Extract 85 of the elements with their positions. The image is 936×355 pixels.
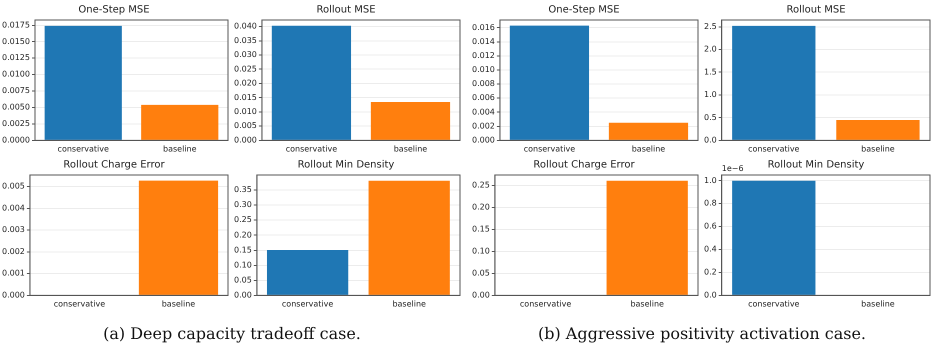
y-tick-label: 2.0	[704, 44, 717, 54]
chart-title: Rollout Charge Error	[533, 160, 636, 171]
x-tick-label: conservative	[524, 144, 576, 154]
y-tick-label: 0.0150	[2, 36, 30, 46]
y-tick-label: 0.10	[234, 260, 252, 270]
y-tick-label: 0.000	[472, 135, 495, 144]
chart-title: One-Step MSE	[78, 4, 150, 16]
y-tick-label: 0.0100	[2, 70, 30, 79]
y-tick-label: 0.0125	[2, 53, 30, 62]
y-tick-label: 0.010	[472, 65, 495, 74]
x-tick-label: baseline	[861, 299, 895, 308]
y-tick-label: 0.20	[472, 202, 490, 212]
chart-title: One-Step MSE	[548, 4, 620, 16]
y-tick-label: 1.5	[704, 67, 717, 76]
y-tick-label: 0.2	[704, 268, 717, 277]
y-tick-label: 0.000	[234, 135, 257, 144]
y-tick-label: 0.001	[2, 268, 25, 278]
y-tick-label: 0.05	[234, 275, 252, 284]
chart-title: Rollout Charge Error	[63, 160, 166, 171]
x-tick-label: baseline	[861, 144, 895, 154]
y-tick-label: 0.30	[234, 200, 252, 210]
y-tick-label: 0.015	[234, 92, 257, 102]
y-tick-label: 0.012	[472, 50, 495, 60]
y-tick-label: 0.00	[234, 290, 252, 300]
y-tick-label: 0.05	[472, 268, 490, 278]
y-tick-label: 0.014	[472, 36, 495, 46]
y-tick-label: 0.016	[472, 22, 495, 32]
y-tick-label: 0.6	[704, 222, 717, 231]
y-tick-label: 0.0025	[2, 119, 30, 128]
x-tick-label: baseline	[632, 144, 666, 154]
y-tick-label: 0.15	[234, 245, 252, 254]
y-tick-label: 0.010	[234, 107, 257, 116]
y-tick-label: 0.25	[234, 215, 252, 224]
y-tick-label: 0.004	[472, 107, 495, 116]
y-tick-label: 0.005	[234, 121, 257, 130]
y-tick-label: 0.0000	[2, 135, 30, 144]
y-tick-label: 0.20	[234, 230, 252, 240]
y-tick-label: 0.006	[472, 93, 495, 102]
y-tick-label: 0.0	[704, 290, 717, 300]
y-tick-label: 0.5	[704, 112, 717, 122]
y-tick-label: 0.020	[234, 78, 257, 88]
y-tick-label: 0.00	[472, 290, 490, 300]
chart-title: Rollout Min Density	[298, 160, 394, 171]
x-tick-label: baseline	[162, 299, 196, 308]
x-tick-label: conservative	[282, 299, 334, 308]
x-tick-label: baseline	[630, 299, 664, 308]
y-tick-label: 2.5	[704, 22, 717, 31]
chart-title: Rollout MSE	[316, 4, 376, 16]
y-tick-label: 0.003	[2, 225, 25, 234]
x-tick-label: conservative	[748, 144, 800, 154]
x-tick-label: conservative	[58, 144, 110, 154]
y-tick-label: 0.002	[472, 121, 495, 130]
x-tick-label: conservative	[54, 299, 106, 308]
y-tick-label: 0.25	[472, 180, 490, 190]
y-tick-label: 0.15	[472, 224, 490, 234]
x-tick-label: baseline	[392, 299, 426, 308]
y-tick-label: 0.0050	[2, 102, 30, 112]
x-tick-label: baseline	[162, 144, 197, 154]
y-tick-label: 0.025	[234, 64, 257, 74]
text: (a) Deep capacity tradeoff case.	[102, 324, 362, 343]
chart-title: Rollout Min Density	[768, 160, 864, 171]
x-tick-label: conservative	[286, 144, 338, 154]
y-tick-label: 0.030	[234, 50, 257, 60]
y-tick-label: 0.35	[234, 185, 252, 194]
y-tick-label: 0.035	[234, 36, 257, 45]
y-tick-label: 0.002	[2, 246, 25, 256]
y-tick-label: 0.0075	[2, 86, 30, 96]
text: 1e−6	[722, 164, 744, 174]
y-tick-label: 0.040	[234, 22, 257, 31]
y-tick-label: 1.0	[704, 90, 717, 100]
y-tick-label: 0.8	[704, 198, 717, 208]
x-tick-label: conservative	[520, 299, 572, 308]
y-tick-label: 1.0	[704, 176, 717, 185]
y-tick-label: 0.004	[2, 203, 25, 212]
y-tick-label: 0.000	[2, 290, 25, 300]
y-tick-label: 0.008	[472, 79, 495, 88]
y-tick-label: 0.10	[472, 246, 490, 256]
x-tick-label: conservative	[748, 299, 800, 308]
y-tick-label: 0.005	[2, 182, 25, 191]
y-tick-label: 0.0	[704, 135, 717, 144]
chart-title: Rollout MSE	[786, 4, 846, 16]
y-tick-label: 0.0175	[2, 20, 30, 30]
x-tick-label: baseline	[394, 144, 428, 154]
text: (b) Aggressive positivity activation case.	[536, 324, 868, 343]
y-tick-label: 0.4	[704, 244, 717, 254]
